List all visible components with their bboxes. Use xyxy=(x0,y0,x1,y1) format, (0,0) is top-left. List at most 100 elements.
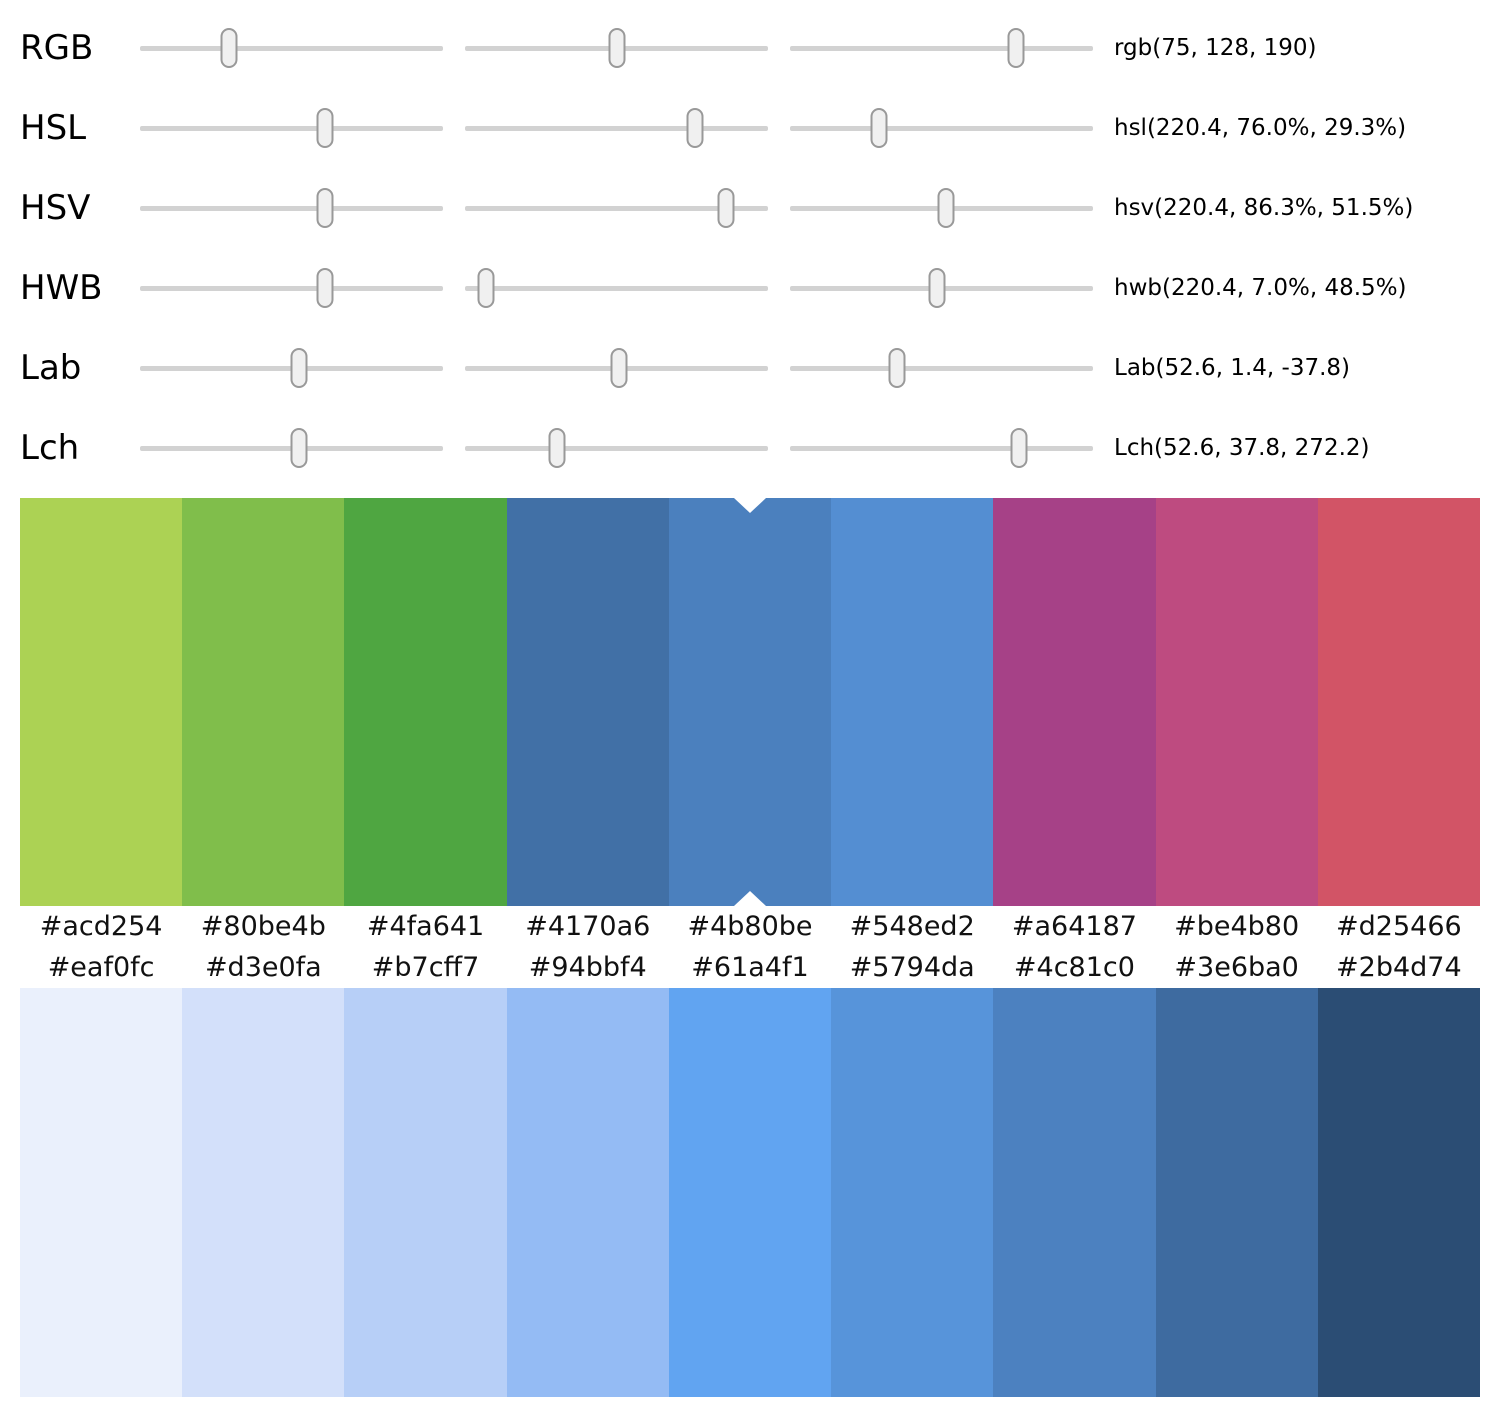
palette-swatch[interactable] xyxy=(20,988,183,1397)
slider-track[interactable] xyxy=(465,285,768,291)
rgb-value-readout: rgb(75, 128, 190) xyxy=(1114,35,1317,61)
slider-row-hsv: HSV hsv(220.4, 86.3%, 51.5%) xyxy=(0,168,1501,248)
slider-thumb[interactable] xyxy=(316,108,334,148)
slider-thumb[interactable] xyxy=(1010,428,1028,468)
palette-swatch[interactable] xyxy=(831,498,994,906)
hwb-sliders xyxy=(140,264,1093,312)
channel-slider[interactable] xyxy=(465,104,768,152)
hex-code-label: #4170a6 xyxy=(525,911,651,942)
channel-slider[interactable] xyxy=(140,24,443,72)
slider-thumb[interactable] xyxy=(1007,28,1025,68)
harmony-hex-labels: #acd254 #80be4b #4fa641 #4170a6 #4b80be #548e… xyxy=(20,906,1480,947)
channel-slider[interactable] xyxy=(465,184,768,232)
hex-code-label: #eaf0fc xyxy=(47,952,155,983)
slider-thumb[interactable] xyxy=(290,428,308,468)
channel-slider[interactable] xyxy=(140,344,443,392)
slider-thumb[interactable] xyxy=(477,268,495,308)
channel-slider[interactable] xyxy=(790,104,1093,152)
channel-slider[interactable] xyxy=(465,264,768,312)
palette-swatch[interactable] xyxy=(668,498,832,906)
lch-value-readout: Lch(52.6, 37.8, 272.2) xyxy=(1114,435,1370,461)
palette-swatch[interactable] xyxy=(344,498,507,906)
slider-track[interactable] xyxy=(465,205,768,211)
colorspace-label-rgb: RGB xyxy=(20,28,94,68)
palette-swatch[interactable] xyxy=(506,498,669,906)
channel-slider[interactable] xyxy=(790,24,1093,72)
channel-slider[interactable] xyxy=(140,264,443,312)
hsl-sliders xyxy=(140,104,1093,152)
colorspace-label-lab: Lab xyxy=(20,348,82,388)
slider-track[interactable] xyxy=(790,45,1093,51)
palette-swatch[interactable] xyxy=(182,988,345,1397)
channel-slider[interactable] xyxy=(790,344,1093,392)
palette-swatch[interactable] xyxy=(1155,988,1318,1397)
lab-value-readout: Lab(52.6, 1.4, -37.8) xyxy=(1114,355,1350,381)
slider-thumb[interactable] xyxy=(290,348,308,388)
slider-track[interactable] xyxy=(140,205,443,211)
tint-shade-hex-labels: #eaf0fc #d3e0fa #b7cff7 #94bbf4 #61a4f1 #5794… xyxy=(20,947,1480,988)
colorspace-label-hsl: HSL xyxy=(20,108,87,148)
slider-thumb[interactable] xyxy=(937,188,955,228)
palette-swatch[interactable] xyxy=(344,988,507,1397)
slider-thumb[interactable] xyxy=(888,348,906,388)
hex-code-label: #94bbf4 xyxy=(528,952,647,983)
palette-swatch[interactable] xyxy=(668,988,832,1397)
palette-swatch[interactable] xyxy=(831,988,994,1397)
lch-sliders xyxy=(140,424,1093,472)
slider-thumb[interactable] xyxy=(870,108,888,148)
channel-slider[interactable] xyxy=(465,344,768,392)
tint-shade-palette xyxy=(20,988,1480,1397)
slider-track[interactable] xyxy=(790,125,1093,131)
hex-code-label: #4b80be xyxy=(687,911,813,942)
palette-swatch[interactable] xyxy=(1155,498,1318,906)
channel-slider[interactable] xyxy=(140,184,443,232)
hex-code-label: #d3e0fa xyxy=(204,952,322,983)
hex-code-label: #b7cff7 xyxy=(371,952,480,983)
channel-slider[interactable] xyxy=(790,424,1093,472)
slider-thumb[interactable] xyxy=(686,108,704,148)
colorspace-label-lch: Lch xyxy=(20,428,80,468)
palette-swatch[interactable] xyxy=(1317,988,1480,1397)
channel-slider[interactable] xyxy=(140,104,443,152)
slider-thumb[interactable] xyxy=(316,268,334,308)
palette-swatch[interactable] xyxy=(182,498,345,906)
hsv-value-readout: hsv(220.4, 86.3%, 51.5%) xyxy=(1114,195,1414,221)
channel-slider[interactable] xyxy=(790,264,1093,312)
color-sliders-section: RGB rgb(75, 128, 190) HSL hsl(220.4, 76.… xyxy=(0,0,1501,488)
rgb-sliders xyxy=(140,24,1093,72)
channel-slider[interactable] xyxy=(790,184,1093,232)
slider-track[interactable] xyxy=(140,285,443,291)
slider-track[interactable] xyxy=(790,365,1093,371)
slider-thumb[interactable] xyxy=(928,268,946,308)
slider-thumb[interactable] xyxy=(316,188,334,228)
channel-slider[interactable] xyxy=(140,424,443,472)
slider-thumb[interactable] xyxy=(608,28,626,68)
palette-swatch[interactable] xyxy=(1317,498,1480,906)
slider-thumb[interactable] xyxy=(548,428,566,468)
slider-track[interactable] xyxy=(465,445,768,451)
slider-track[interactable] xyxy=(465,125,768,131)
hex-code-label: #61a4f1 xyxy=(691,952,809,983)
slider-thumb[interactable] xyxy=(220,28,238,68)
slider-track[interactable] xyxy=(140,45,443,51)
lab-sliders xyxy=(140,344,1093,392)
slider-row-hwb: HWB hwb(220.4, 7.0%, 48.5%) xyxy=(0,248,1501,328)
hex-code-label: #be4b80 xyxy=(1174,911,1300,942)
channel-slider[interactable] xyxy=(465,24,768,72)
hex-code-label: #548ed2 xyxy=(849,911,975,942)
channel-slider[interactable] xyxy=(465,424,768,472)
hsl-value-readout: hsl(220.4, 76.0%, 29.3%) xyxy=(1114,115,1407,141)
palette-swatch[interactable] xyxy=(993,988,1156,1397)
hex-code-label: #80be4b xyxy=(200,911,326,942)
slider-track[interactable] xyxy=(790,445,1093,451)
palette-swatch[interactable] xyxy=(506,988,669,1397)
slider-thumb[interactable] xyxy=(610,348,628,388)
palette-swatch[interactable] xyxy=(993,498,1156,906)
palette-swatch[interactable] xyxy=(20,498,183,906)
hex-code-label: #3e6ba0 xyxy=(1174,952,1299,983)
hwb-value-readout: hwb(220.4, 7.0%, 48.5%) xyxy=(1114,275,1407,301)
hex-code-label: #acd254 xyxy=(39,911,163,942)
slider-thumb[interactable] xyxy=(717,188,735,228)
hex-code-label: #a64187 xyxy=(1011,911,1137,942)
slider-track[interactable] xyxy=(140,125,443,131)
